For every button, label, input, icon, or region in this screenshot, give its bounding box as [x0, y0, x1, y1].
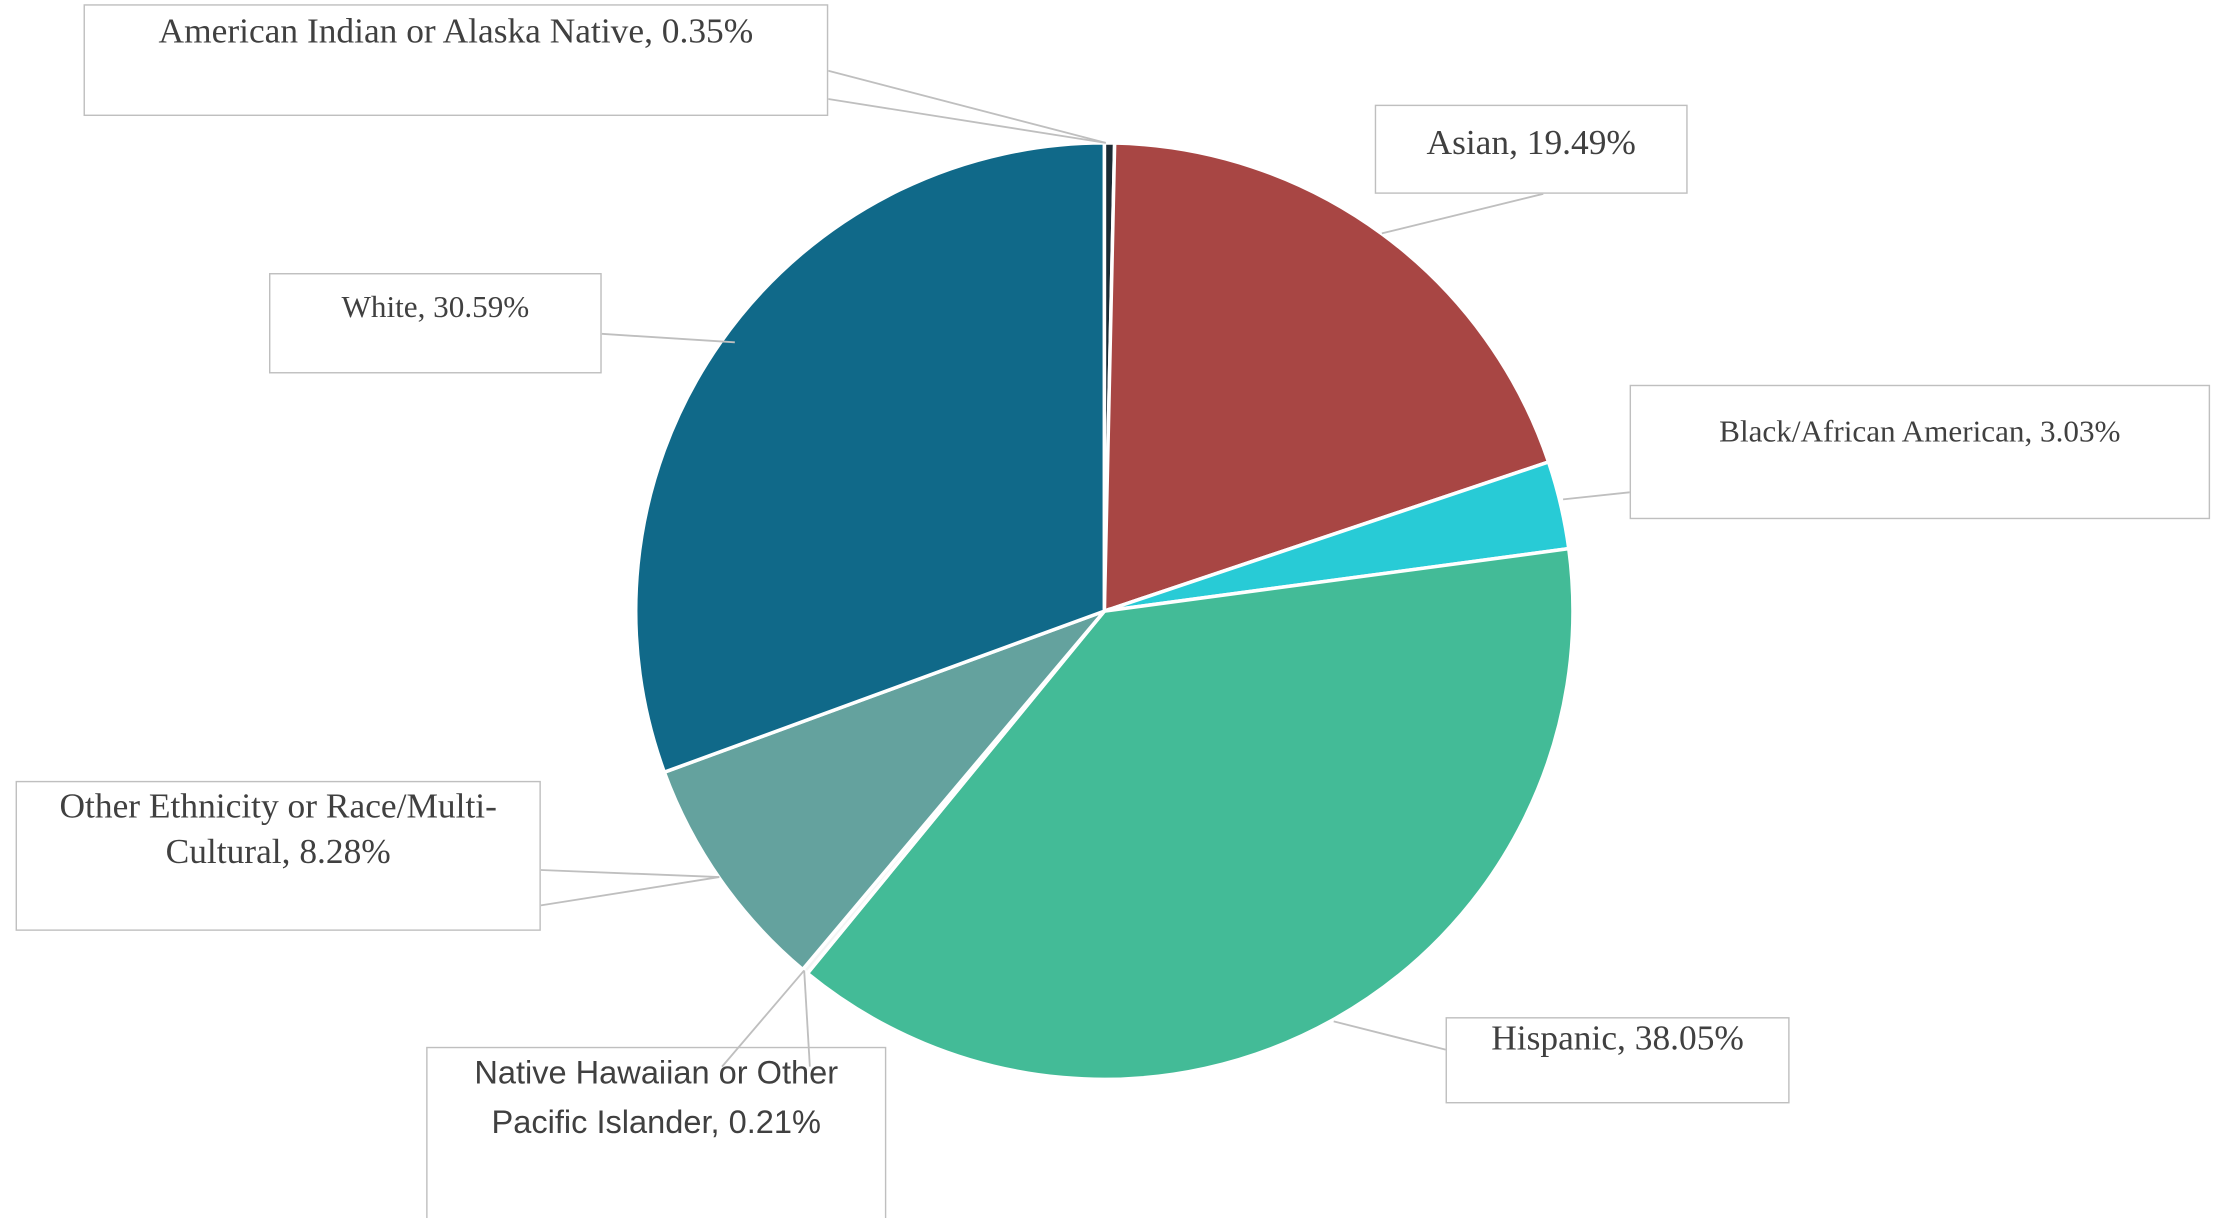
leader-line	[540, 869, 720, 878]
leader-line	[803, 970, 811, 1067]
data-label: White, 30.59%	[269, 273, 602, 374]
data-label: Black/African American, 3.03%	[1629, 384, 2211, 520]
leader-line	[540, 876, 720, 907]
pie-slice	[804, 546, 1575, 1082]
data-label: American Indian or Alaska Native, 0.35%	[83, 4, 829, 116]
leader-line	[1562, 491, 1630, 501]
pie-slice	[633, 141, 1107, 775]
leader-line	[1381, 192, 1544, 235]
leader-line	[721, 969, 805, 1068]
leader-line	[1333, 1020, 1446, 1051]
slices	[633, 141, 1575, 1082]
data-label: Hispanic, 38.05%	[1445, 1017, 1790, 1104]
data-label: Asian, 19.49%	[1374, 104, 1688, 194]
data-label: Native Hawaiian or Other Pacific Islande…	[426, 1046, 887, 1218]
leader-line	[828, 69, 1106, 144]
leader-lines	[540, 69, 1630, 1068]
pie-slice	[662, 607, 1110, 972]
data-label: Other Ethnicity or Race/Multi-Cultural, …	[15, 780, 541, 931]
leader-line	[828, 98, 1106, 144]
leader-line	[601, 332, 735, 344]
